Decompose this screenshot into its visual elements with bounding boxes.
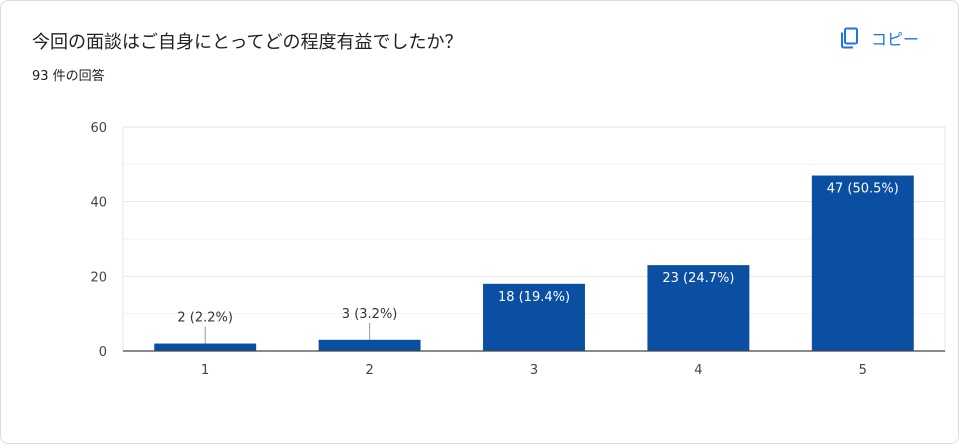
y-tick-label: 20 bbox=[90, 270, 107, 285]
x-tick-label: 3 bbox=[530, 363, 538, 378]
response-count: 93 件の回答 bbox=[32, 69, 105, 84]
question-title: 今回の面談はご自身にとってどの程度有益でしたか？ bbox=[32, 32, 463, 53]
x-tick-label: 2 bbox=[365, 363, 373, 378]
copy-button[interactable]: コピー bbox=[829, 21, 927, 55]
data-label: 18 (19.4%) bbox=[498, 290, 570, 305]
bar bbox=[483, 283, 585, 351]
bar bbox=[154, 343, 257, 351]
y-tick-label: 40 bbox=[90, 196, 107, 211]
copy-button-label: コピー bbox=[871, 30, 920, 49]
y-tick-label: 60 bbox=[90, 121, 107, 136]
x-tick-label: 4 bbox=[694, 363, 702, 378]
data-label: 47 (50.5%) bbox=[827, 182, 899, 197]
data-label: 3 (3.2%) bbox=[342, 307, 398, 322]
x-tick-label: 1 bbox=[201, 363, 209, 378]
bar bbox=[318, 339, 421, 351]
bar bbox=[811, 175, 914, 351]
data-label: 2 (2.2%) bbox=[177, 311, 233, 326]
y-tick-label: 0 bbox=[99, 345, 107, 360]
data-label: 23 (24.7%) bbox=[662, 271, 734, 286]
copy-icon bbox=[841, 27, 858, 49]
x-tick-label: 5 bbox=[859, 363, 867, 378]
bar bbox=[647, 265, 750, 351]
